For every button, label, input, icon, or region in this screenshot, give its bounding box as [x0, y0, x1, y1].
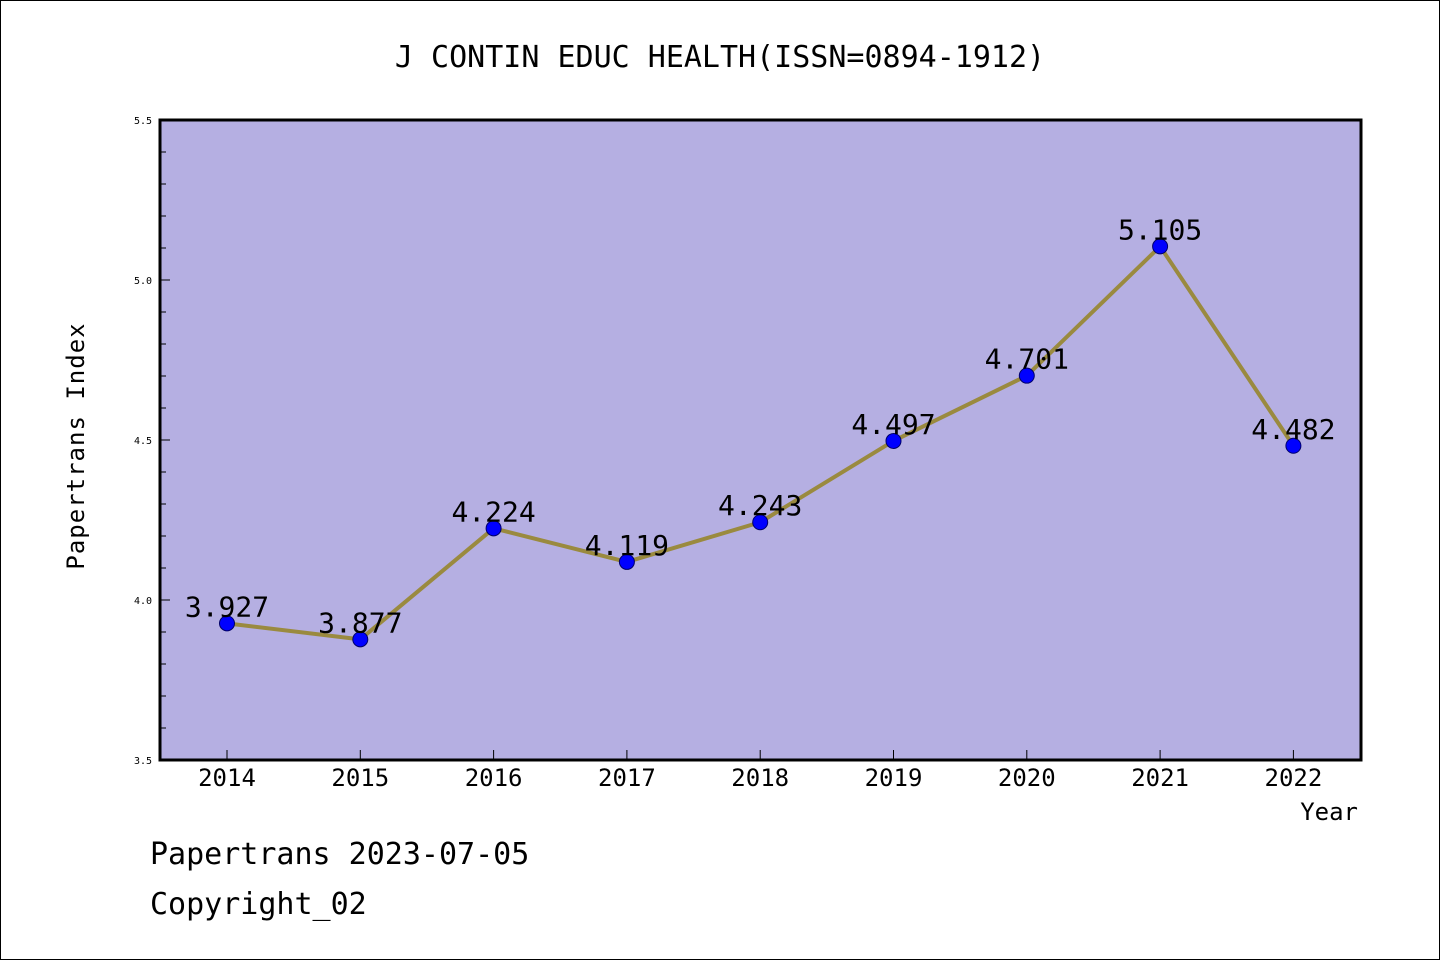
y-tick-label: 4.0 — [134, 596, 152, 607]
data-point — [618, 553, 635, 570]
y-tick-label: 4.5 — [134, 436, 152, 447]
x-tick-label: 2018 — [731, 764, 789, 792]
data-label: 4.701 — [985, 343, 1069, 376]
chart-title: J CONTIN EDUC HEALTH(ISSN=0894-1912) — [395, 40, 1045, 75]
x-tick-label: 2019 — [865, 764, 923, 792]
data-point — [219, 615, 235, 632]
data-point — [485, 520, 502, 537]
y-axis-label: Papertrans Index — [62, 322, 90, 569]
data-point — [1018, 367, 1035, 384]
x-tick-label: 2017 — [598, 764, 656, 792]
data-label: 4.243 — [718, 489, 802, 522]
data-point — [752, 514, 769, 531]
footer-date: Papertrans 2023-07-05 — [150, 837, 529, 872]
y-tick-label: 3.5 — [134, 756, 152, 767]
x-tick-label: 2022 — [1265, 764, 1323, 792]
plot-area — [158, 118, 1363, 762]
y-tick-label: 5.5 — [134, 116, 152, 127]
x-tick-label: 2020 — [998, 764, 1056, 792]
x-axis-label: Year — [1300, 798, 1358, 826]
data-label: 4.482 — [1251, 413, 1335, 446]
data-label: 4.224 — [451, 495, 535, 528]
data-point — [352, 631, 369, 648]
x-tick-label: 2016 — [465, 764, 523, 792]
x-tick-label: 2021 — [1131, 764, 1189, 792]
y-tick-label: 5.0 — [134, 276, 152, 287]
data-point — [1152, 238, 1169, 255]
data-point — [1285, 437, 1302, 454]
x-tick-label: 2015 — [331, 764, 389, 792]
data-label: 5.105 — [1118, 213, 1202, 246]
data-point — [885, 432, 902, 449]
x-tick-label: 2014 — [198, 764, 256, 792]
data-label: 4.119 — [585, 529, 669, 562]
data-label: 4.497 — [851, 408, 935, 441]
data-label: 3.927 — [185, 590, 269, 623]
footer-copyright: Copyright_02 — [150, 887, 367, 922]
data-label: 3.877 — [318, 606, 402, 639]
